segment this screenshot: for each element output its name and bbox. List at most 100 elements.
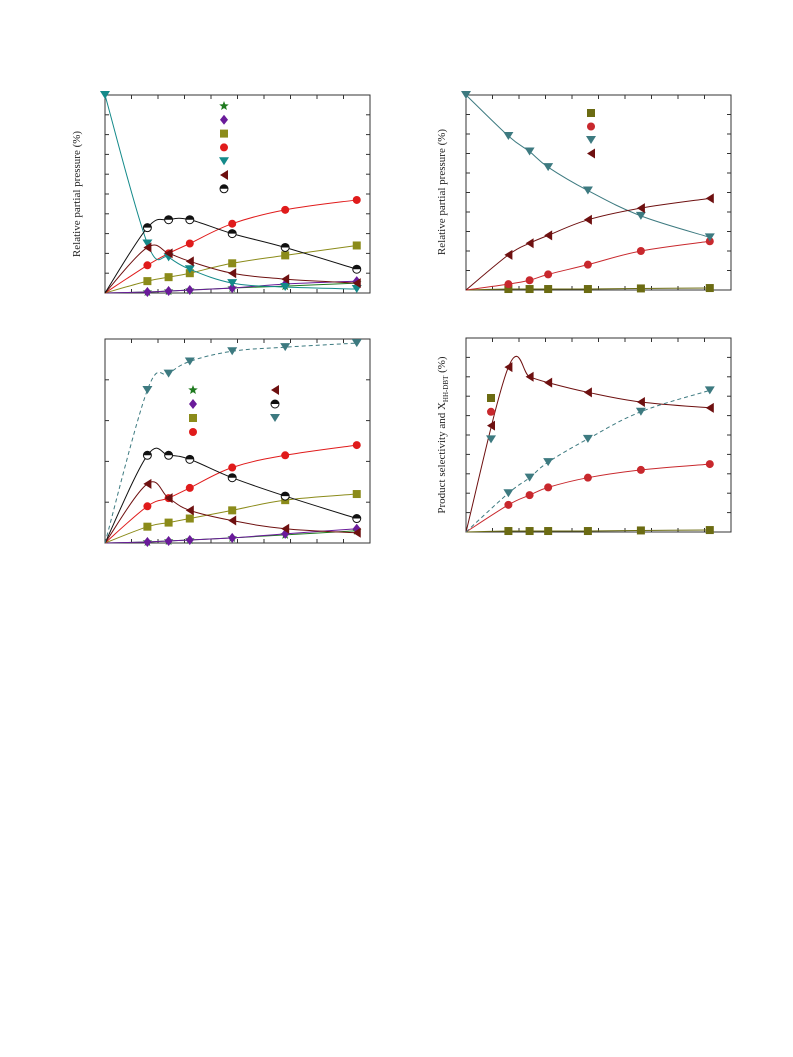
legend-marker: [220, 143, 228, 152]
data-point: [184, 265, 195, 274]
legend-marker: [270, 399, 280, 409]
data-point: [142, 450, 152, 460]
data-point: [228, 515, 237, 526]
legend-marker: [219, 184, 229, 194]
legend-marker: [587, 109, 595, 117]
data-point: [705, 193, 714, 204]
data-point: [185, 514, 194, 523]
data-point: [704, 233, 715, 242]
series-7: [104, 215, 362, 294]
legend-marker: [220, 114, 228, 125]
data-point: [352, 441, 361, 450]
data-point: [504, 285, 513, 294]
data-point: [583, 214, 592, 225]
data-point: [164, 273, 173, 282]
series-line: [104, 342, 357, 544]
data-point: [543, 163, 554, 172]
data-point: [143, 522, 152, 531]
data-point: [164, 248, 173, 259]
y-axis-label: Relative partial pressure (%): [71, 131, 83, 257]
data-point: [143, 242, 152, 253]
chart-panel-c: [104, 338, 371, 547]
data-point: [525, 371, 534, 382]
series-1: [465, 526, 714, 536]
data-point: [705, 402, 714, 413]
data-point: [544, 527, 553, 536]
legend: [486, 394, 496, 444]
data-point: [504, 500, 513, 509]
data-point: [185, 454, 195, 464]
data-point: [184, 357, 195, 366]
series-line: [465, 356, 710, 533]
data-point: [143, 261, 152, 270]
legend: [188, 385, 280, 436]
data-point: [705, 460, 714, 469]
data-point: [281, 251, 290, 260]
data-point: [525, 285, 534, 294]
legend-marker: [189, 399, 197, 409]
legend-marker: [587, 148, 595, 159]
series-2: [465, 460, 714, 533]
data-point: [164, 286, 173, 297]
series-4: [465, 386, 715, 533]
data-point: [164, 493, 173, 504]
series-6: [104, 447, 362, 544]
data-point: [352, 490, 361, 499]
data-point: [143, 502, 152, 511]
data-point: [544, 270, 553, 279]
data-point: [142, 223, 152, 233]
data-point: [185, 285, 194, 296]
data-point: [164, 215, 174, 225]
data-point: [704, 386, 715, 395]
data-point: [142, 239, 153, 248]
y-axis-label: Product selectivity and XHH-DBT (%): [436, 356, 450, 514]
data-point: [280, 242, 290, 252]
data-point: [143, 287, 152, 298]
data-point: [281, 205, 290, 214]
data-point: [185, 505, 194, 516]
data-point: [227, 279, 238, 288]
data-point: [185, 256, 194, 267]
series-5: [104, 478, 361, 544]
legend-marker: [219, 101, 229, 111]
data-point: [544, 483, 553, 492]
legend-marker: [487, 407, 495, 416]
data-point: [524, 147, 535, 156]
data-point: [636, 526, 645, 535]
data-point: [582, 186, 593, 195]
data-point: [185, 215, 195, 225]
series-line: [465, 389, 710, 533]
data-point: [525, 527, 534, 536]
data-point: [525, 491, 534, 500]
data-point: [525, 276, 534, 285]
data-point: [227, 347, 238, 356]
data-point: [281, 274, 290, 285]
series-line: [104, 199, 357, 294]
series-7: [104, 339, 362, 544]
data-point: [185, 483, 194, 492]
legend-marker: [587, 122, 595, 131]
data-point: [544, 377, 553, 388]
data-point: [583, 387, 592, 398]
data-point: [228, 283, 237, 294]
series-6: [104, 242, 361, 294]
data-point: [227, 229, 237, 239]
data-point: [524, 473, 535, 482]
data-point: [636, 247, 645, 255]
legend-marker: [220, 170, 228, 180]
data-point: [352, 514, 362, 524]
data-point: [503, 131, 514, 140]
legend-marker: [188, 385, 198, 395]
data-point: [228, 268, 237, 279]
data-point: [636, 203, 645, 214]
data-point: [352, 264, 362, 274]
data-point: [280, 283, 291, 292]
axis-ticks: [105, 339, 370, 543]
chart-panel-a: Relative partial pressure (%): [71, 91, 371, 298]
data-point: [544, 285, 553, 294]
data-point: [705, 284, 714, 293]
axis-ticks: [105, 95, 370, 293]
series-2: [104, 523, 361, 547]
series-line: [465, 197, 710, 291]
